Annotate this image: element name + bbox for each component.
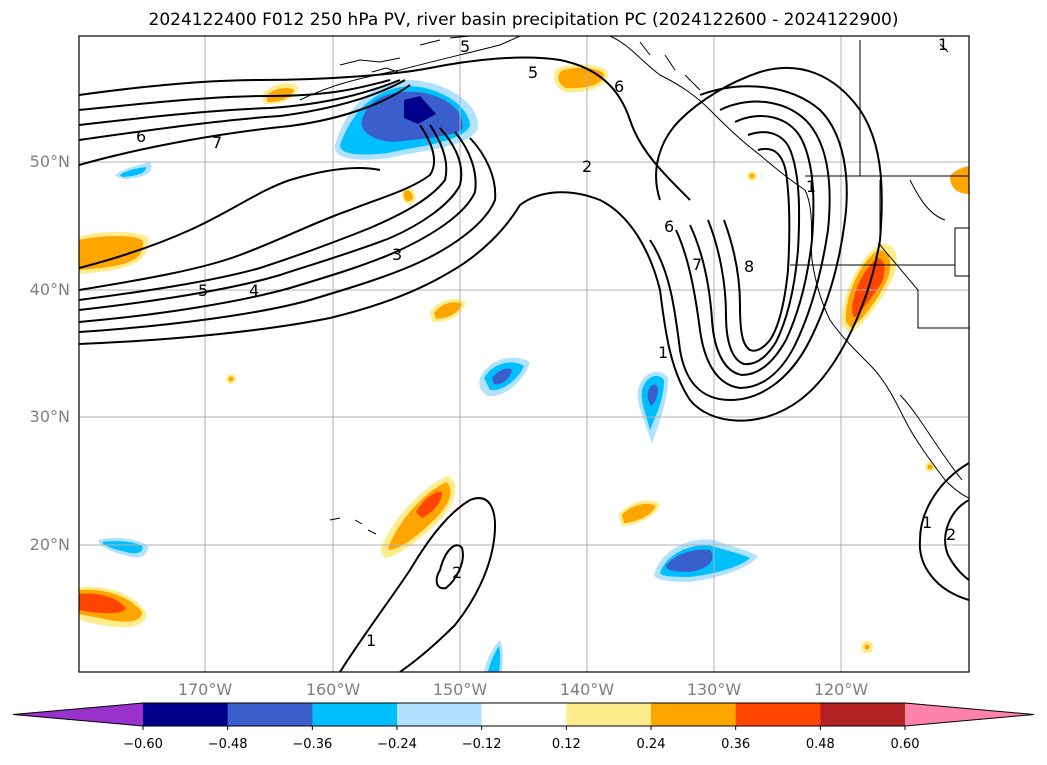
lon-label-150w: 150°W xyxy=(432,680,488,699)
contour-label: 6 xyxy=(614,77,624,96)
colorbar-tick-label: 0.24 xyxy=(636,737,666,752)
lat-label-50n: 50°N xyxy=(29,152,70,171)
colorbar-segment xyxy=(481,703,567,726)
contour-labels: 5 5 6 7 6 5 4 3 2 6 7 8 1 1 1 2 1 2 1 xyxy=(136,35,956,650)
contour-label: 6 xyxy=(136,127,146,146)
contour-label: 1 xyxy=(922,513,932,532)
contour-label: 1 xyxy=(938,35,948,54)
colorbar-tick-label: 0.36 xyxy=(721,737,751,752)
gridlines xyxy=(79,36,969,672)
lon-label-140w: 140°W xyxy=(559,680,615,699)
colorbar-tick-label: −0.36 xyxy=(292,737,333,752)
map-title: 2024122400 F012 250 hPa PV, river basin … xyxy=(148,10,899,30)
contour-label: 2 xyxy=(452,563,462,582)
map-frame xyxy=(78,35,970,673)
contour-label: 6 xyxy=(664,217,674,236)
colorbar-segment xyxy=(735,703,821,726)
pv-contours xyxy=(79,56,969,672)
contour-label: 1 xyxy=(806,177,816,196)
colorbar-segment xyxy=(820,703,906,726)
contour-label: 5 xyxy=(198,281,208,300)
lat-label-30n: 30°N xyxy=(29,407,70,426)
contour-label: 4 xyxy=(249,281,259,300)
contour-label: 5 xyxy=(528,63,538,82)
contour-label: 2 xyxy=(946,525,956,544)
colorbar-outline xyxy=(12,702,1035,727)
lon-label-170w: 170°W xyxy=(177,680,233,699)
colorbar-tick-label: −0.24 xyxy=(377,737,417,752)
colorbar-tick-label: 0.60 xyxy=(890,737,920,752)
contour-label: 8 xyxy=(744,257,754,276)
colorbar-segment xyxy=(566,703,652,726)
contour-label: 5 xyxy=(460,37,470,56)
colorbar-segment xyxy=(397,703,483,726)
contour-label: 2 xyxy=(582,157,592,176)
colorbar-extend-low xyxy=(13,703,143,726)
contour-label: 1 xyxy=(366,631,376,650)
contour-label: 7 xyxy=(212,133,222,152)
contour-label: 7 xyxy=(692,255,702,274)
colorbar-segment xyxy=(227,703,313,726)
lon-label-130w: 130°W xyxy=(686,680,742,699)
lon-label-120w: 120°W xyxy=(813,680,869,699)
contour-label: 1 xyxy=(658,343,668,362)
lat-label-40n: 40°N xyxy=(29,280,70,299)
colorbar-segment xyxy=(651,703,737,726)
colorbar-segment xyxy=(143,703,229,726)
colorbar-tick-label: −0.60 xyxy=(123,737,163,752)
colorbar-segment xyxy=(312,703,398,726)
lon-label-160w: 160°W xyxy=(305,680,361,699)
colorbar-tick-label: −0.12 xyxy=(461,737,502,752)
map-plot: 5 5 6 7 6 5 4 3 2 6 7 8 1 1 1 2 1 2 1 xyxy=(78,35,970,673)
precip-shading xyxy=(79,64,969,672)
contour-label: 3 xyxy=(392,245,402,264)
colorbar-tick-label: 0.48 xyxy=(805,737,835,752)
colorbar-tick-label: 0.12 xyxy=(551,737,581,752)
colorbar-extend-high xyxy=(905,703,1034,726)
lat-label-20n: 20°N xyxy=(29,535,70,554)
colorbar-segments xyxy=(12,702,1035,730)
colorbar-tick-label: −0.48 xyxy=(207,737,248,752)
